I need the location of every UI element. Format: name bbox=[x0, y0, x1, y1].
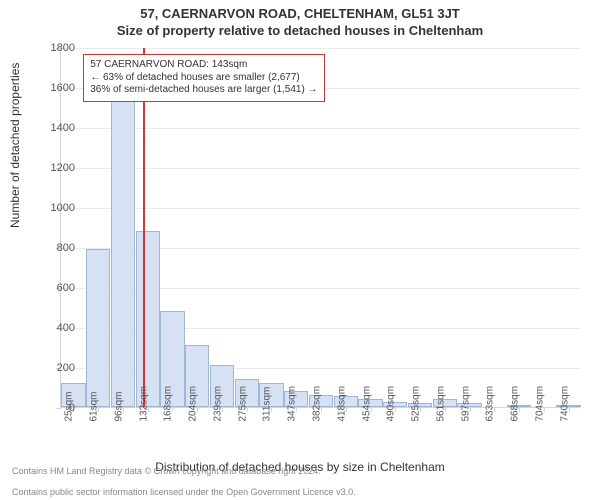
page-title: 57, CAERNARVON ROAD, CHELTENHAM, GL51 3J… bbox=[0, 0, 600, 21]
bar bbox=[136, 231, 160, 407]
grid-line bbox=[61, 48, 580, 49]
y-tick-label: 1000 bbox=[51, 202, 75, 214]
y-tick-label: 600 bbox=[57, 282, 75, 294]
y-tick-label: 1600 bbox=[51, 82, 75, 94]
y-axis-title: Number of detached properties bbox=[8, 63, 22, 228]
chart-container: 57, CAERNARVON ROAD, CHELTENHAM, GL51 3J… bbox=[0, 0, 600, 500]
y-tick-label: 800 bbox=[57, 242, 75, 254]
y-tick-label: 1200 bbox=[51, 162, 75, 174]
bar bbox=[86, 249, 110, 407]
bar bbox=[111, 77, 135, 407]
y-tick-label: 1400 bbox=[51, 122, 75, 134]
annotation-line-1: 57 CAERNARVON ROAD: 143sqm bbox=[90, 59, 317, 72]
chart-title: Size of property relative to detached ho… bbox=[0, 21, 600, 38]
annotation-line-2: ← 63% of detached houses are smaller (2,… bbox=[90, 72, 317, 85]
grid-line bbox=[61, 208, 580, 209]
grid-line bbox=[61, 128, 580, 129]
marker-line bbox=[143, 48, 145, 407]
footer-line-2: Contains public sector information licen… bbox=[12, 487, 356, 497]
footer-attribution: Contains HM Land Registry data © Crown c… bbox=[12, 455, 356, 498]
annotation-box: 57 CAERNARVON ROAD: 143sqm ← 63% of deta… bbox=[83, 54, 324, 102]
annotation-line-3: 36% of semi-detached houses are larger (… bbox=[90, 84, 317, 97]
plot-area: 57 CAERNARVON ROAD: 143sqm ← 63% of deta… bbox=[60, 48, 580, 408]
y-tick-label: 1800 bbox=[51, 42, 75, 54]
y-tick-label: 200 bbox=[57, 362, 75, 374]
y-tick-label: 400 bbox=[57, 322, 75, 334]
y-tick bbox=[56, 408, 61, 409]
grid-line bbox=[61, 168, 580, 169]
footer-line-1: Contains HM Land Registry data © Crown c… bbox=[12, 466, 321, 476]
